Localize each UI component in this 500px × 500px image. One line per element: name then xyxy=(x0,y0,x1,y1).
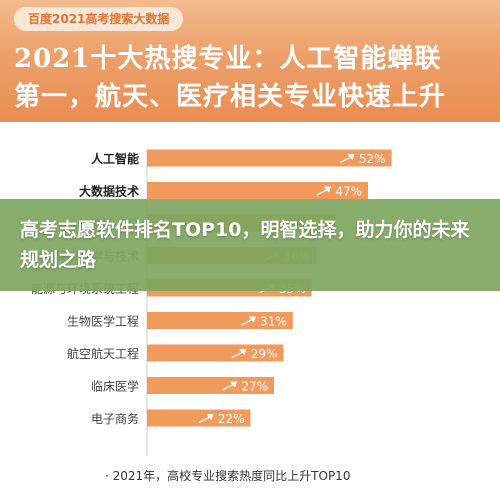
header-banner: 百度2021高考搜索大数据 2021十大热搜专业：人工智能蝉联 第一，航天、医疗… xyxy=(0,0,500,122)
headline-line-2: 第一，航天、医疗相关专业快速上升 xyxy=(14,82,447,112)
value-label: 27% xyxy=(241,380,268,394)
headline-line-1: 2021十大热搜专业：人工智能蝉联 xyxy=(14,44,442,74)
overlay-banner: 高考志愿软件排名TOP10，明智选择，助力你的未来规划之路 xyxy=(0,199,500,291)
category-label: 航空航天工程 xyxy=(67,346,139,361)
category-label: 生物医学工程 xyxy=(67,314,139,329)
chart-caption: · 2021年，高校专业搜索热度同比上升TOP10 xyxy=(105,468,350,483)
trend-up-icon xyxy=(231,349,247,358)
bar-chart: 人工智能52%大数据技术47%物联网工程计算机科学与技术36%能源与环境系统工程… xyxy=(31,149,392,483)
source-tag: 百度2021高考搜索大数据 xyxy=(14,7,184,31)
category-label: 大数据技术 xyxy=(79,184,139,199)
value-label: 31% xyxy=(260,315,287,329)
bar xyxy=(147,344,284,362)
category-label: 临床医学 xyxy=(91,379,139,394)
trend-up-icon xyxy=(240,316,256,326)
trend-up-icon xyxy=(316,186,332,196)
trend-up-icon xyxy=(198,414,214,423)
trend-up-icon xyxy=(221,381,237,391)
value-label: 22% xyxy=(218,412,245,426)
category-label: 人工智能 xyxy=(91,151,139,166)
bar xyxy=(147,182,369,199)
value-label: 52% xyxy=(359,152,386,166)
trend-up-icon xyxy=(339,154,355,163)
bar xyxy=(147,312,293,329)
value-label: 47% xyxy=(335,185,362,199)
banner-title: 高考志愿软件排名TOP10，明智选择，助力你的未来规划之路 xyxy=(20,219,470,271)
bar xyxy=(147,377,274,394)
category-label: 电子商务 xyxy=(91,411,139,426)
bar xyxy=(147,409,251,427)
bar xyxy=(147,149,392,167)
chart-area: 人工智能52%大数据技术47%物联网工程计算机科学与技术36%能源与环境系统工程… xyxy=(0,122,500,496)
value-label: 29% xyxy=(251,347,278,361)
